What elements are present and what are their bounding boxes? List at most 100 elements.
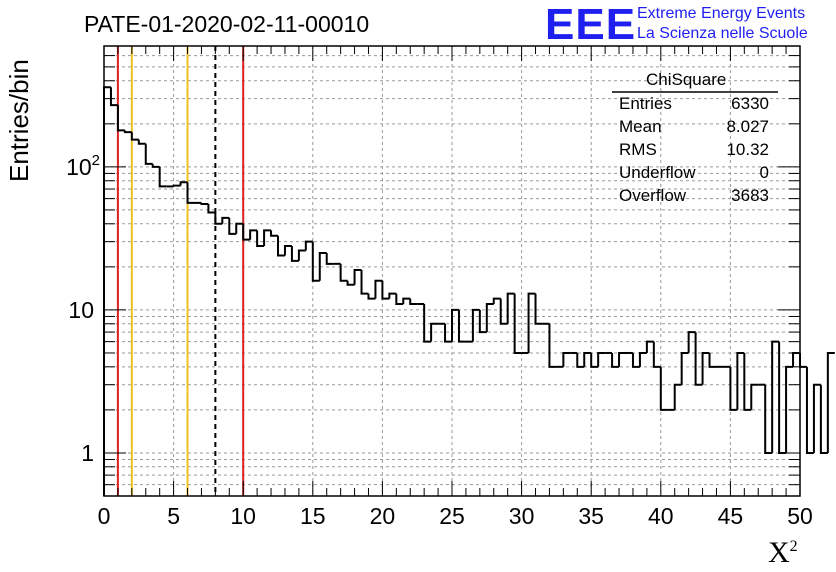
histogram-bin [221,216,230,224]
stat-value-entries: 6330 [731,94,769,113]
histogram-bin [353,269,362,285]
histogram-bin [799,352,807,368]
histogram-bin [771,340,780,453]
histogram-bin [819,384,828,454]
x-tick-label: 15 [300,503,326,529]
histogram-bin [200,202,209,206]
histogram-bin [339,263,348,282]
histogram-bin [618,351,626,367]
histogram-bin [214,212,223,225]
x-tick-label: 35 [578,503,604,529]
histogram-bin [395,293,404,305]
histogram-bin [583,351,592,367]
stat-name-underflow: Underflow [619,163,696,182]
chart-title: PATE-01-2020-02-11-00010 [84,11,370,37]
histogram-bin [485,302,494,333]
histogram-bin [242,223,251,241]
histogram-bin [548,323,557,368]
histogram-bin [103,86,111,496]
histogram-bin [743,352,752,411]
histogram-bin [249,229,258,240]
histogram-bin [116,105,125,132]
histogram-bin [708,352,717,368]
x-tick-label: 10 [230,503,256,529]
histogram-bin [381,280,390,300]
x-tick-label: 45 [718,503,744,529]
histogram-bin [694,332,703,386]
histogram-bin [283,244,292,256]
histogram-bin [304,240,313,251]
histogram-bin [576,352,585,368]
histogram-bin [673,383,682,410]
histogram-bin [130,132,139,141]
histogram-bin [263,229,272,246]
histogram-bin [409,298,418,305]
histogram-bin [123,130,132,134]
logo-line-2: La Scienza nelle Scuole [637,25,808,42]
histogram-bin [402,297,411,304]
stat-name-entries: Entries [619,94,672,113]
histogram-bin [631,352,640,368]
eee-logo: EEE [545,0,637,49]
histogram-bin [228,217,237,235]
histogram-bin [360,270,369,295]
histogram-bin [805,366,814,454]
stat-value-rms: 10.32 [726,140,769,159]
histogram-bin [256,230,265,247]
histogram-bin [492,297,501,304]
y-tick-label: 1 [81,440,94,466]
histogram-bin [451,308,459,342]
histogram-bin [109,87,118,107]
stat-value-overflow: 3683 [731,186,769,205]
stat-name-overflow: Overflow [619,186,687,205]
histogram-bin [478,309,487,334]
histogram-bin [562,351,571,367]
x-tick-label: 25 [439,503,465,529]
x-axis-label-sup: 2 [789,538,798,555]
histogram-bin [471,308,480,342]
histogram-bin [235,222,244,234]
histogram-bin [701,351,710,385]
histogram-bin [367,293,376,300]
histogram-bin [325,252,334,265]
histogram-bin [423,303,432,343]
histogram-bin [207,204,216,214]
stat-name-mean: Mean [619,117,662,136]
histogram-bin [638,351,647,367]
x-axis-label: X2 [768,536,798,570]
stat-value-underflow: 0 [759,163,769,182]
histogram-bin [611,352,620,368]
histogram-bin [513,293,522,354]
histogram-bin [597,351,606,367]
histogram-bin [430,322,439,342]
x-tick-label: 50 [787,503,813,529]
histogram-bin [179,181,188,186]
histogram-bin [158,166,167,188]
histogram-bin [534,293,543,325]
histogram-bin [506,292,515,324]
x-axis-label-base: X [768,536,790,569]
x-tick-label: 20 [370,503,396,529]
y-tick-label: 102 [66,152,100,180]
histogram-bin [590,352,599,368]
histogram-bin [270,230,278,237]
histogram-bin [318,251,327,281]
histogram-bin [388,292,397,299]
y-tick-label: 10 [68,297,94,323]
histogram-bin [764,384,773,454]
histogram-bin [186,182,195,204]
histogram-bin [144,143,153,165]
histogram-bin [792,351,800,367]
histogram-bin [687,331,696,353]
histogram-bin [172,184,181,187]
x-tick-label: 5 [167,503,180,529]
histogram-bin [290,245,299,262]
stat-value-mean: 8.027 [726,117,769,136]
histogram-bin [736,351,745,410]
histogram-bin [277,235,285,257]
stat-name-rms: RMS [619,140,657,159]
histogram-bin [652,341,661,368]
histogram-bin [527,292,536,353]
x-tick-label: 30 [509,503,535,529]
histogram-bin [729,366,738,411]
